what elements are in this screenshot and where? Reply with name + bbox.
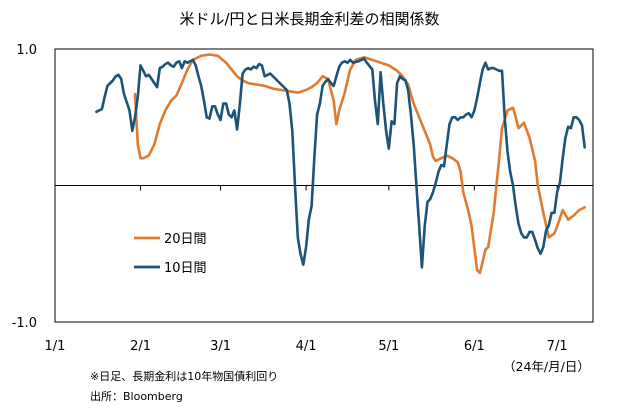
y-tick-label: -1.0	[12, 316, 37, 331]
x-tick-label: 5/1	[378, 339, 399, 354]
series-line-20d	[133, 53, 586, 275]
y-tick-label: 1.0	[16, 43, 37, 58]
chart-title: 米ドル/円と日米長期金利差の相関係数	[179, 10, 440, 28]
note-source: 出所：Bloomberg	[90, 390, 183, 403]
x-tick-label: 6/1	[464, 339, 485, 354]
note-source-definition: ※日足、長期金利は10年物国債利回り	[90, 370, 279, 383]
legend-label-10d: 10日間	[164, 261, 207, 276]
x-tick-label: 7/1	[547, 339, 568, 354]
x-unit-label: （24年/月/日）	[503, 359, 590, 374]
x-tick-label: 4/1	[296, 339, 317, 354]
legend-label-20d: 20日間	[164, 232, 207, 247]
series-line-10d	[95, 57, 586, 269]
x-tick-label: 1/1	[45, 339, 66, 354]
x-tick-label: 3/1	[210, 339, 231, 354]
x-tick-label: 2/1	[130, 339, 151, 354]
